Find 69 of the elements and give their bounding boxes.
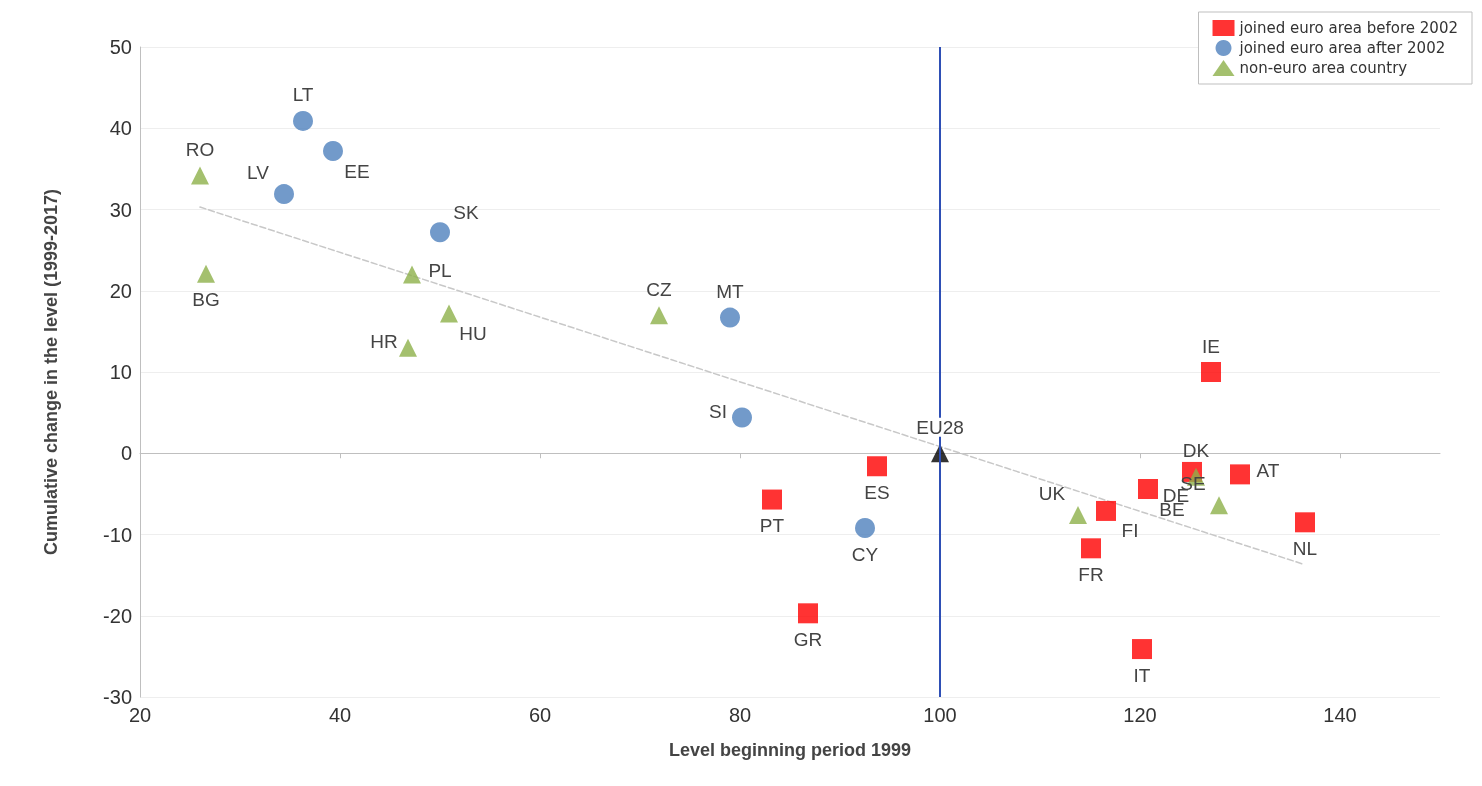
annotation: BG <box>192 289 220 311</box>
x-tick-label: 80 <box>728 704 752 726</box>
point <box>732 407 752 428</box>
x-tick-label: 140 <box>1323 704 1357 726</box>
annotation: EU28 <box>916 416 964 438</box>
annotation: SK <box>453 201 479 223</box>
point <box>403 265 421 284</box>
annotation: DK <box>1182 440 1210 462</box>
annotation: SI <box>709 401 727 422</box>
y-tick-label: 40 <box>109 117 132 140</box>
annotation: RO <box>185 138 215 160</box>
annotation: NL <box>1292 537 1318 559</box>
annotation: IE <box>1202 335 1220 357</box>
annotation: ES <box>864 481 890 503</box>
annotation: PL <box>428 260 452 281</box>
point <box>293 110 313 131</box>
y-tick-label: 0 <box>120 442 132 465</box>
annotation: EE <box>344 160 370 182</box>
y-axis-title: Cumulative change in the level (1999-2017) <box>41 188 61 556</box>
annotation: CZ <box>646 278 673 300</box>
point <box>430 222 450 243</box>
annotation: LT <box>292 84 314 106</box>
legend-label: non-euro area country <box>1239 59 1408 77</box>
point <box>1081 538 1101 559</box>
annotation: PT <box>759 515 785 537</box>
point <box>1069 506 1087 524</box>
point <box>197 264 215 283</box>
annotation: IT <box>1133 664 1151 686</box>
point <box>855 518 875 538</box>
point <box>867 456 887 477</box>
x-tick-label: 120 <box>1123 704 1157 726</box>
y-tick-label: -10 <box>103 523 132 546</box>
annotation: FI <box>1121 520 1139 542</box>
annotation: LV <box>247 161 270 183</box>
point <box>650 306 668 325</box>
point <box>1295 512 1315 533</box>
point <box>1132 639 1152 660</box>
annotation: UK <box>1038 482 1066 504</box>
point <box>1210 496 1228 515</box>
point <box>399 338 417 357</box>
annotation: HR <box>370 331 398 353</box>
point <box>1201 362 1221 382</box>
y-tick-label: -20 <box>103 604 132 627</box>
point <box>1230 464 1250 485</box>
point <box>1138 479 1158 499</box>
point <box>323 141 343 161</box>
legend-label: joined euro area after 2002 <box>1238 39 1446 57</box>
x-axis-title: Level beginning period 1999 <box>668 740 912 760</box>
point <box>720 307 740 328</box>
annotation: FR <box>1078 563 1104 585</box>
y-tick-label: 10 <box>109 361 132 383</box>
point <box>191 166 209 185</box>
annotation: AT <box>1256 459 1280 481</box>
x-tick-label: 60 <box>528 704 552 726</box>
annotation: HU <box>459 323 487 344</box>
annotation: MT <box>716 281 745 303</box>
y-tick-label: 30 <box>109 198 132 221</box>
point <box>440 304 458 323</box>
annotation: CY <box>851 543 879 565</box>
point <box>762 489 782 510</box>
x-tick-label: 100 <box>923 704 957 726</box>
y-tick-label: 20 <box>109 279 132 302</box>
point <box>798 603 818 624</box>
point <box>274 184 294 205</box>
annotation: GR <box>793 628 823 650</box>
x-tick-label: 40 <box>328 704 352 726</box>
point <box>1096 500 1116 521</box>
y-tick-label: 50 <box>109 36 132 58</box>
legend-label: joined euro area before 2002 <box>1238 19 1459 37</box>
